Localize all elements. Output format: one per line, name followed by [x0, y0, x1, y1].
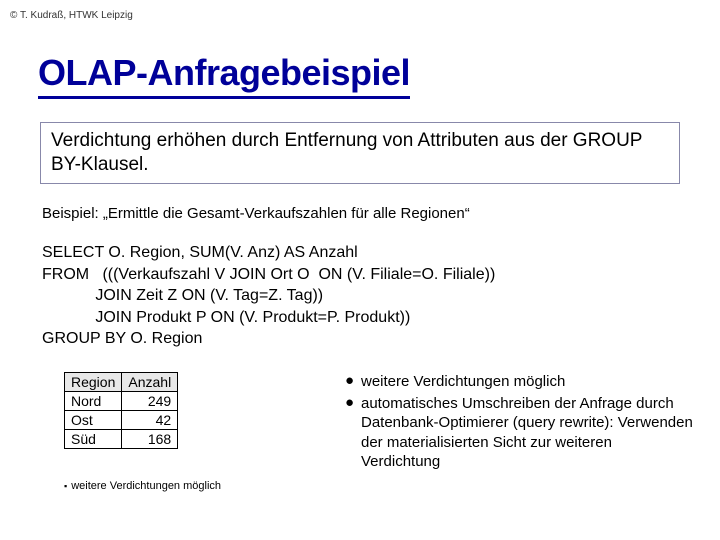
sql-query: SELECT O. Region, SUM(V. Anz) AS Anzahl …: [42, 242, 495, 350]
bullet-text: automatisches Umschreiben der Anfrage du…: [361, 394, 695, 472]
bullet-icon: ●: [345, 372, 361, 392]
bullet-icon: ●: [345, 394, 361, 472]
list-item: ● automatisches Umschreiben der Anfrage …: [345, 394, 695, 472]
footnote: ▪ weitere Verdichtungen möglich: [64, 480, 221, 492]
col-region: Region: [65, 373, 122, 392]
list-item: ● weitere Verdichtungen möglich: [345, 372, 695, 392]
cell-region: Nord: [65, 392, 122, 411]
table-row: Nord 249: [65, 392, 178, 411]
cell-anzahl: 42: [122, 411, 178, 430]
cell-region: Süd: [65, 430, 122, 449]
square-bullet-icon: ▪: [64, 481, 67, 491]
bullet-text: weitere Verdichtungen möglich: [361, 372, 695, 392]
cell-anzahl: 249: [122, 392, 178, 411]
example-label: Beispiel: „Ermittle die Gesamt-Verkaufsz…: [42, 205, 470, 222]
col-anzahl: Anzahl: [122, 373, 178, 392]
result-table: Region Anzahl Nord 249 Ost 42 Süd 168: [64, 372, 178, 449]
cell-anzahl: 168: [122, 430, 178, 449]
bullet-list: ● weitere Verdichtungen möglich ● automa…: [345, 372, 695, 474]
table-header: Region Anzahl: [65, 373, 178, 392]
table-row: Ost 42: [65, 411, 178, 430]
slide-title: OLAP-Anfragebeispiel: [38, 52, 410, 99]
footnote-text: weitere Verdichtungen möglich: [71, 480, 221, 492]
description-box: Verdichtung erhöhen durch Entfernung von…: [40, 122, 680, 184]
table-row: Süd 168: [65, 430, 178, 449]
copyright-text: © T. Kudraß, HTWK Leipzig: [10, 10, 133, 21]
cell-region: Ost: [65, 411, 122, 430]
